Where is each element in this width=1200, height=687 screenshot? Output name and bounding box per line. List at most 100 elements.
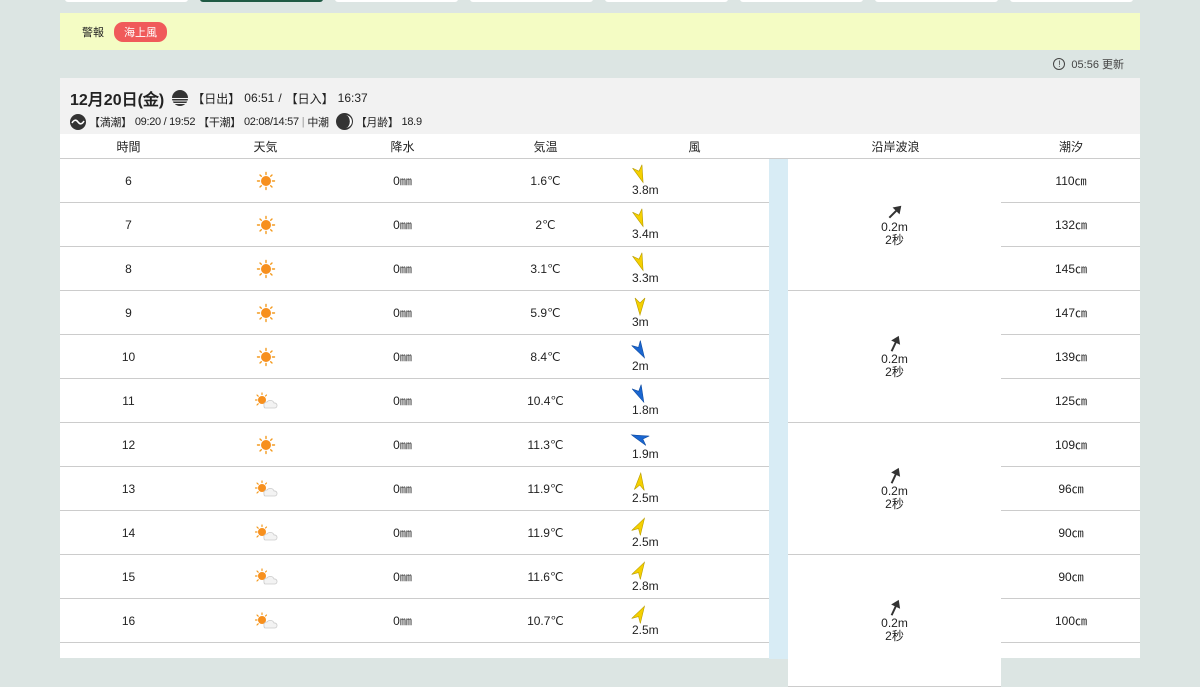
wind-arrow-icon bbox=[631, 384, 645, 403]
table-row: 10 0㎜ 8.4℃ 2m 139㎝ bbox=[60, 335, 1140, 379]
tide-height: 90㎝ bbox=[1058, 570, 1084, 584]
wind-arrow-icon bbox=[634, 297, 646, 316]
precip: 0㎜ bbox=[393, 482, 412, 496]
tide-height: 110㎝ bbox=[1055, 174, 1087, 188]
precip: 0㎜ bbox=[393, 174, 412, 188]
table-row: 9 0㎜ 5.9℃ 3m 147㎝ bbox=[60, 291, 1140, 335]
wind-speed: 1.9m bbox=[632, 446, 659, 461]
sunny-icon bbox=[197, 259, 334, 279]
wave-cell: 0.2m 2秒 bbox=[788, 291, 1001, 423]
wind-arrow-icon bbox=[632, 252, 644, 271]
wave-direction-icon bbox=[888, 205, 901, 219]
wind-arrow-icon bbox=[632, 208, 644, 227]
temp: 11.9℃ bbox=[527, 525, 564, 540]
warning-badge[interactable]: 海上風 bbox=[114, 21, 167, 42]
wind-arrow-icon bbox=[631, 516, 646, 536]
temp: 8.4℃ bbox=[530, 349, 561, 364]
tide-height: 125㎝ bbox=[1054, 394, 1088, 408]
hour: 13 bbox=[121, 481, 136, 496]
wave-height: 0.2m bbox=[881, 352, 908, 366]
nav-tab[interactable] bbox=[1010, 0, 1133, 2]
precip: 0㎜ bbox=[393, 438, 412, 452]
temp: 1.6℃ bbox=[530, 173, 561, 188]
warning-label: 警報 bbox=[82, 26, 104, 39]
wave-divider-bar bbox=[769, 159, 788, 659]
warning-bar: 警報 海上風 bbox=[60, 13, 1140, 50]
wind-speed: 3m bbox=[632, 314, 649, 329]
info-icon: ! bbox=[1053, 58, 1066, 70]
hour: 14 bbox=[121, 525, 136, 540]
wave-period: 2秒 bbox=[885, 233, 904, 247]
update-time: ! 05:56 更新 bbox=[1053, 56, 1124, 72]
forecast-rows: 6 0㎜ 1.6℃ 3.8m 110㎝ 7 0㎜ 2℃ 3.4m 132㎝ 8 0㎜… bbox=[60, 159, 1140, 687]
hour: 11 bbox=[122, 393, 135, 408]
nav-tab[interactable] bbox=[605, 0, 728, 2]
precip: 0㎜ bbox=[393, 394, 412, 408]
nav-tab[interactable] bbox=[875, 0, 998, 2]
precip: 0㎜ bbox=[393, 306, 412, 320]
tide-height: 139㎝ bbox=[1054, 350, 1088, 364]
wind-arrow-icon bbox=[630, 434, 650, 446]
nav-tab[interactable] bbox=[65, 0, 188, 2]
sunny-icon bbox=[197, 171, 334, 191]
tide-height: 100㎝ bbox=[1054, 614, 1088, 628]
wave-direction-icon bbox=[890, 335, 900, 352]
sunny-icon bbox=[197, 435, 334, 455]
temp: 10.4℃ bbox=[527, 393, 564, 408]
tide-height: 90㎝ bbox=[1058, 526, 1084, 540]
header-wind: 風 bbox=[688, 139, 701, 154]
wave-cell: 0.2m 2秒 bbox=[788, 555, 1001, 687]
moon-icon bbox=[335, 113, 353, 130]
wave-period: 2秒 bbox=[885, 497, 904, 511]
header-temp: 気温 bbox=[533, 139, 558, 154]
sunny-icon bbox=[197, 215, 334, 235]
sunny-cloudy-icon bbox=[197, 611, 334, 631]
sunny-cloudy-icon bbox=[197, 567, 334, 587]
wind-speed: 2.8m bbox=[632, 578, 659, 593]
wind-cell: 3.3m bbox=[620, 247, 769, 291]
table-row: 15 0㎜ 11.6℃ 2.8m 90㎝ bbox=[60, 555, 1140, 599]
tide-height: 132㎝ bbox=[1054, 218, 1088, 232]
update-text: 05:56 更新 bbox=[1071, 59, 1124, 71]
table-row: 16 0㎜ 10.7℃ 2.5m 100㎝ bbox=[60, 599, 1140, 643]
wind-speed: 1.8m bbox=[632, 402, 659, 417]
nav-tab[interactable] bbox=[470, 0, 593, 2]
wind-cell: 1.9m bbox=[620, 423, 769, 467]
sunny-cloudy-icon bbox=[197, 391, 334, 411]
day-header: 12月20日(金) 【日出】 06:51 / 【日入】 16:37 【満潮】 09:2… bbox=[60, 78, 1140, 134]
temp: 10.7℃ bbox=[527, 613, 564, 628]
wave-direction-icon bbox=[890, 467, 900, 484]
precip: 0㎜ bbox=[393, 218, 412, 232]
wind-cell: 2.8m bbox=[620, 555, 769, 599]
date: 12月20日(金) bbox=[70, 92, 165, 109]
moon-age: 18.9 bbox=[401, 115, 423, 128]
temp: 11.9℃ bbox=[527, 481, 564, 496]
wave-cell: 0.2m 2秒 bbox=[788, 423, 1001, 555]
wind-arrow-icon bbox=[631, 339, 646, 359]
table-row: 7 0㎜ 2℃ 3.4m 132㎝ bbox=[60, 203, 1140, 247]
nav-tab[interactable] bbox=[200, 0, 323, 2]
wind-speed: 2.5m bbox=[632, 622, 659, 637]
sunset: 16:37 bbox=[337, 91, 368, 105]
wind-cell: 3.8m bbox=[620, 159, 769, 203]
wind-cell: 2.5m bbox=[620, 599, 769, 643]
table-row: 11 0㎜ 10.4℃ 1.8m 125㎝ bbox=[60, 379, 1140, 423]
tide-height: 109㎝ bbox=[1054, 438, 1088, 452]
precip: 0㎜ bbox=[393, 262, 412, 276]
wind-speed: 2m bbox=[632, 358, 649, 373]
tide-icon bbox=[70, 113, 86, 130]
wave-direction-icon bbox=[890, 599, 900, 616]
nav-tab[interactable] bbox=[740, 0, 863, 2]
nav-tab[interactable] bbox=[335, 0, 458, 2]
sunset-label: 【日入】 bbox=[285, 91, 334, 106]
hour: 8 bbox=[125, 261, 132, 276]
high-tide: 09:20 / 19:52 bbox=[134, 115, 196, 128]
high-tide-label: 【満潮】 bbox=[89, 116, 132, 129]
wind-cell: 2m bbox=[620, 335, 769, 379]
wind-arrow-icon bbox=[631, 560, 646, 580]
wind-cell: 2.5m bbox=[620, 511, 769, 555]
wave-period: 2秒 bbox=[885, 365, 904, 379]
table-row: 6 0㎜ 1.6℃ 3.8m 110㎝ bbox=[60, 159, 1140, 203]
temp: 2℃ bbox=[535, 217, 556, 232]
wave-cell: 0.2m 2秒 bbox=[788, 159, 1001, 291]
